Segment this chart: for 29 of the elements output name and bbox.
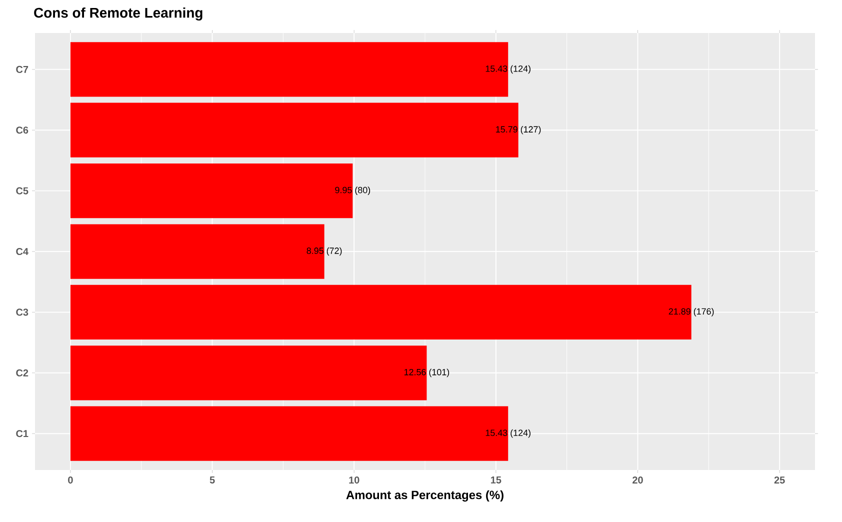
y-tick-label: C6	[16, 126, 28, 134]
x-tick-label: 15	[491, 476, 502, 484]
bar	[70, 42, 508, 97]
data-label: 15.43 (124)	[486, 429, 530, 438]
y-tick-label: C5	[16, 187, 28, 194]
y-tick-label: C1	[16, 430, 28, 438]
data-label: 8.95 (72)	[306, 247, 342, 256]
data-label: 15.43 (124)	[486, 65, 530, 74]
x-tick-label: 25	[774, 476, 785, 484]
bar	[70, 164, 353, 218]
x-tick-label: 0	[68, 476, 73, 484]
y-tick-label: C2	[16, 369, 28, 376]
data-label: 12.56 (101)	[404, 368, 450, 378]
chart-title: Cons of Remote Learning	[34, 7, 202, 21]
bar	[70, 284, 692, 340]
data-label: 15.79 (127)	[496, 126, 541, 134]
y-tick-label: C7	[16, 66, 28, 73]
x-tick-label: 5	[210, 476, 215, 484]
y-tick-label: C4	[16, 248, 28, 256]
bar	[70, 346, 427, 400]
bar	[70, 224, 324, 279]
x-tick-label: 20	[632, 476, 643, 484]
bar	[70, 406, 508, 461]
x-tick-label: 10	[349, 476, 360, 484]
x-axis-title: Amount as Percentages (%)	[346, 490, 504, 502]
y-tick-label: C3	[16, 308, 28, 316]
data-label: 21.89 (176)	[668, 308, 714, 316]
data-label: 9.95 (80)	[335, 186, 370, 195]
bar	[70, 102, 518, 158]
